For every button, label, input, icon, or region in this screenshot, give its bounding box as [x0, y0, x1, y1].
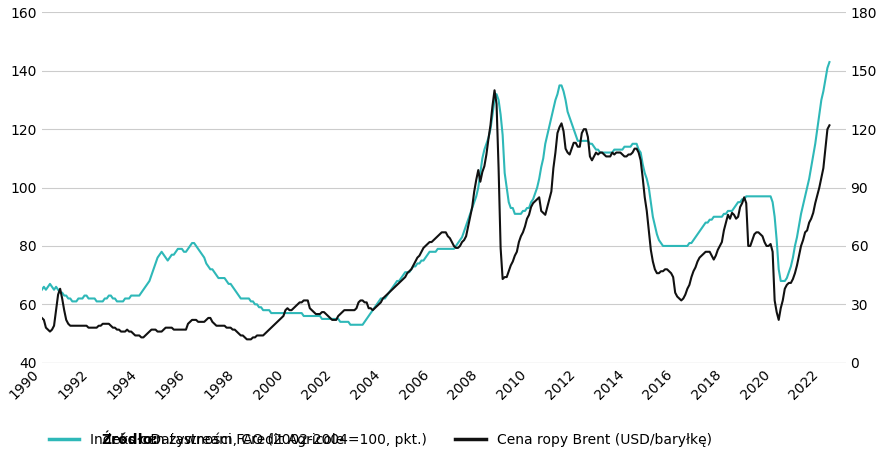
Legend: Indeks cen żywności FAO (2002-2004=100, pkt.), Cena ropy Brent (USD/baryłkę): Indeks cen żywności FAO (2002-2004=100, …: [49, 433, 712, 447]
Text: Datastream, Credit Agricole: Datastream, Credit Agricole: [146, 433, 344, 447]
Text: Źródło:: Źródło:: [102, 433, 158, 447]
